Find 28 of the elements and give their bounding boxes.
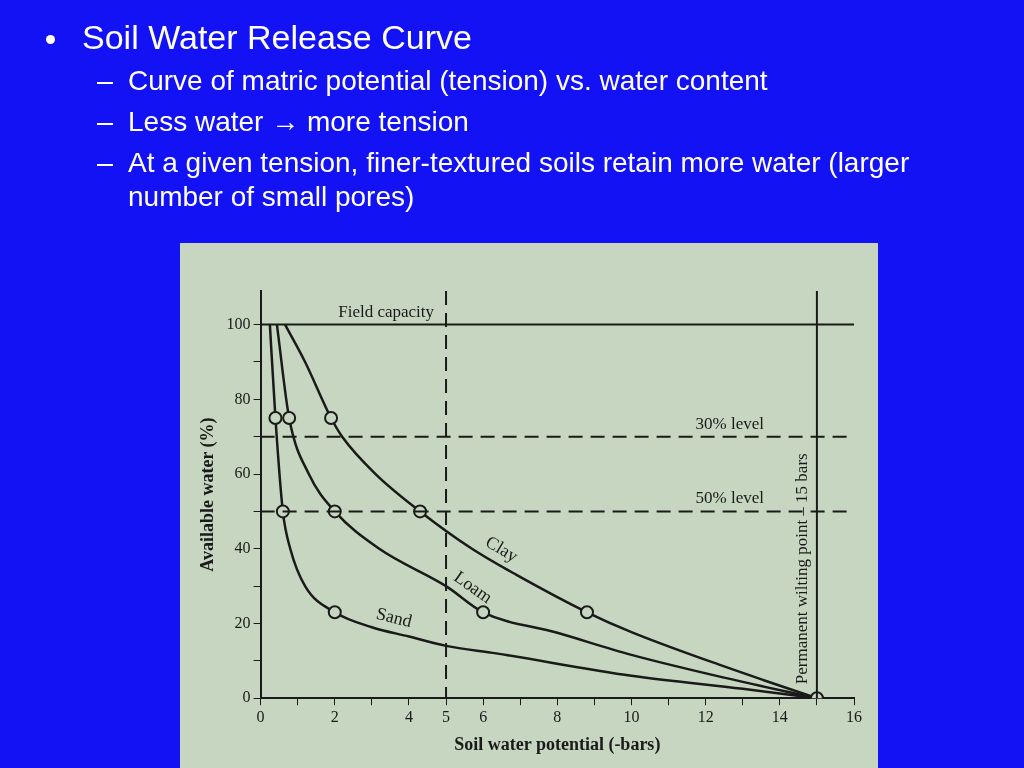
ref-line-label: 50% level	[695, 488, 765, 508]
x-axis-title: Soil water potential (-bars)	[454, 733, 661, 755]
ref-line-label: Permanent wilting point – 15 bars	[791, 453, 811, 685]
y-tick-label: 0	[242, 688, 251, 706]
x-tick-label: 8	[553, 708, 562, 725]
text: Less water → more tension	[127, 105, 470, 139]
y-tick-label: 100	[226, 314, 251, 332]
x-tick-label: 2	[330, 708, 339, 725]
chart-title: Soil Water Release Curve	[81, 18, 472, 56]
x-tick-label: 10	[623, 708, 640, 725]
ref-line-label: Field capacity	[338, 301, 435, 321]
text: Curve of matric potential (tension) vs. water content	[127, 64, 769, 98]
y-tick-label: 20	[234, 613, 251, 631]
x-tick-label: 4	[404, 708, 413, 725]
x-tick-label: 6	[479, 708, 488, 725]
y-axis-title: Available water (%)	[197, 417, 219, 572]
y-tick-label: 40	[234, 538, 251, 556]
x-tick-label: 0	[256, 708, 265, 725]
text: At a given tension, finer-textured soils retain more water (larger number of small pores)	[127, 146, 911, 214]
x-tick-label: 12	[697, 708, 714, 725]
x-tick-label: 14	[771, 708, 788, 725]
text: Clay	[482, 531, 522, 566]
text: Sand	[374, 603, 415, 632]
x-tick-label: 16	[846, 708, 862, 725]
y-tick-label: 80	[234, 389, 251, 407]
ref-line-label: 30% level	[695, 413, 765, 433]
x-tick-label: 5	[442, 708, 451, 725]
y-tick-label: 60	[234, 464, 251, 482]
